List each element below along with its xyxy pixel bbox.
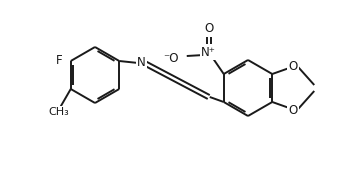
- Text: F: F: [56, 53, 63, 67]
- Text: N⁺: N⁺: [201, 46, 216, 58]
- Text: O: O: [289, 59, 298, 73]
- Text: O: O: [289, 103, 298, 117]
- Text: ⁻O: ⁻O: [163, 52, 179, 64]
- Text: O: O: [204, 23, 214, 36]
- Text: CH₃: CH₃: [48, 107, 69, 117]
- Text: N: N: [137, 57, 146, 69]
